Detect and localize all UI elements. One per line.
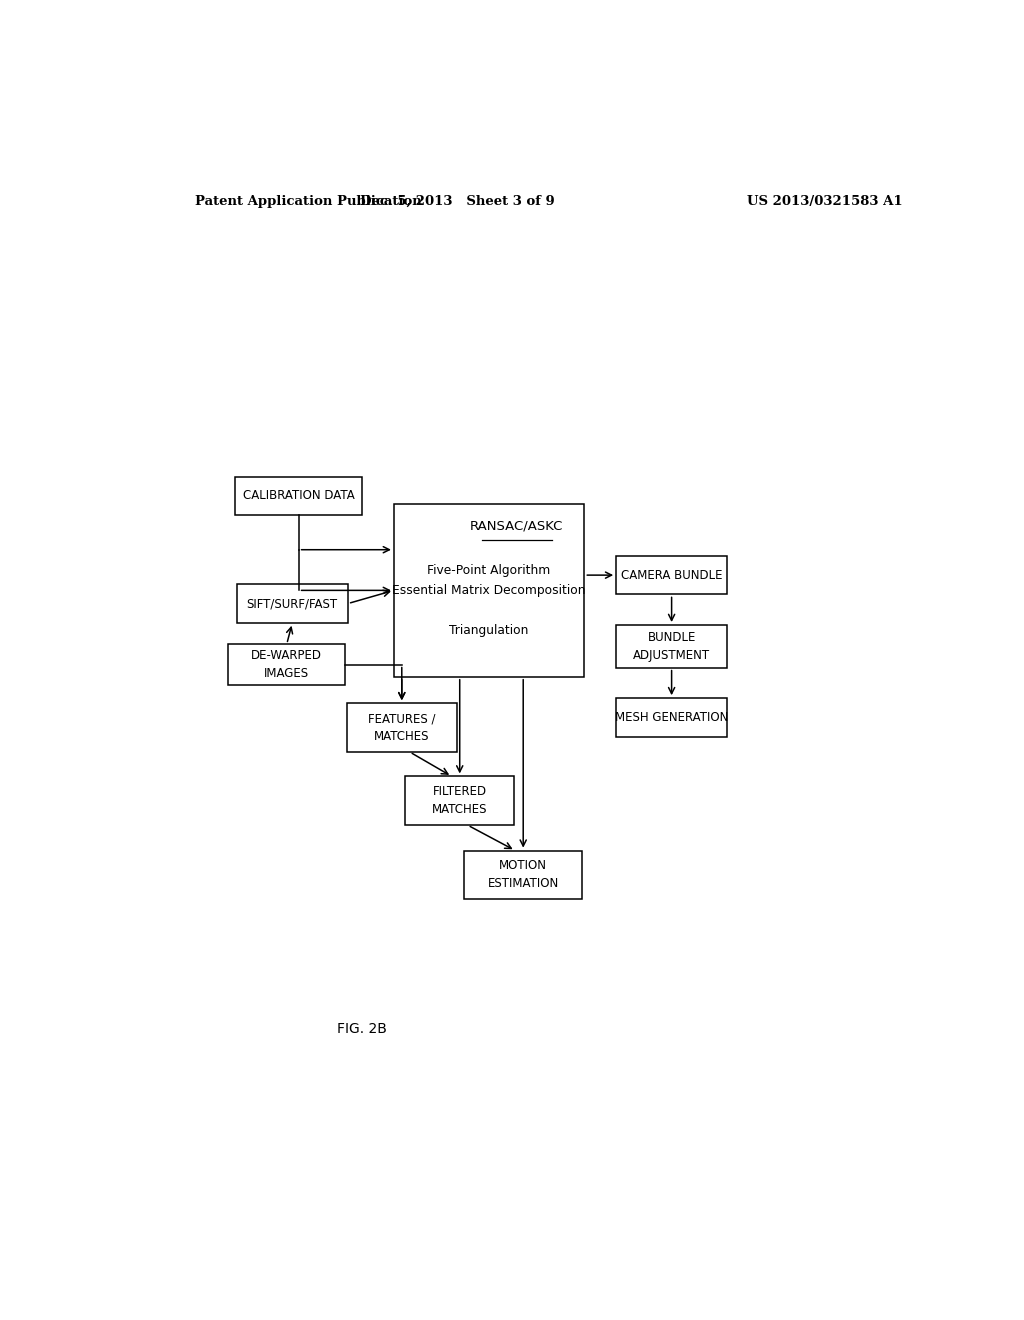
Text: CAMERA BUNDLE: CAMERA BUNDLE xyxy=(621,569,722,582)
FancyBboxPatch shape xyxy=(616,624,727,668)
Text: BUNDLE
ADJUSTMENT: BUNDLE ADJUSTMENT xyxy=(633,631,711,661)
Text: Dec. 5, 2013   Sheet 3 of 9: Dec. 5, 2013 Sheet 3 of 9 xyxy=(360,194,555,207)
FancyBboxPatch shape xyxy=(237,585,348,623)
FancyBboxPatch shape xyxy=(347,704,457,752)
FancyBboxPatch shape xyxy=(404,776,514,825)
Text: MESH GENERATION: MESH GENERATION xyxy=(615,711,728,723)
FancyBboxPatch shape xyxy=(228,644,345,685)
Text: FILTERED
MATCHES: FILTERED MATCHES xyxy=(432,785,487,816)
FancyBboxPatch shape xyxy=(465,850,582,899)
Text: Patent Application Publication: Patent Application Publication xyxy=(196,194,422,207)
Text: FEATURES /
MATCHES: FEATURES / MATCHES xyxy=(368,711,435,743)
Text: US 2013/0321583 A1: US 2013/0321583 A1 xyxy=(748,194,902,207)
FancyBboxPatch shape xyxy=(394,504,585,677)
FancyBboxPatch shape xyxy=(616,556,727,594)
Text: SIFT/SURF/FAST: SIFT/SURF/FAST xyxy=(247,597,338,610)
Text: FIG. 2B: FIG. 2B xyxy=(337,1023,387,1036)
Text: DE-WARPED
IMAGES: DE-WARPED IMAGES xyxy=(251,649,323,680)
Text: MOTION
ESTIMATION: MOTION ESTIMATION xyxy=(487,859,559,891)
Text: Five-Point Algorithm
Essential Matrix Decomposition

Triangulation: Five-Point Algorithm Essential Matrix De… xyxy=(392,564,586,638)
FancyBboxPatch shape xyxy=(236,477,362,515)
FancyBboxPatch shape xyxy=(616,698,727,737)
Text: RANSAC/ASKC: RANSAC/ASKC xyxy=(470,520,563,533)
Text: CALIBRATION DATA: CALIBRATION DATA xyxy=(243,490,354,503)
